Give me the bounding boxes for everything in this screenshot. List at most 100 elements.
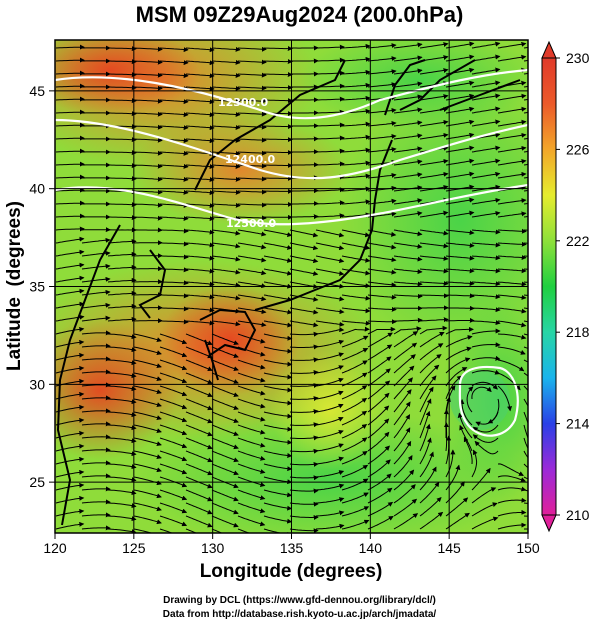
streamline [108,46,137,52]
streamline [497,385,513,412]
streamline [237,372,266,383]
streamline [55,44,85,50]
streamline [393,68,423,75]
streamline [211,176,241,182]
streamline [55,417,85,426]
streamline [367,242,397,250]
streamline [107,502,137,509]
streamline [289,409,319,415]
streamline [290,201,319,206]
streamline [237,72,267,78]
streamline [211,411,239,424]
streamline [419,171,449,179]
x-axis: 120 125 130 135 140 145 150 [43,533,540,556]
streamline [81,395,111,401]
streamline [289,242,319,251]
streamline [185,398,213,411]
streamline [185,99,215,105]
streamline [367,306,397,312]
streamline [497,346,526,355]
streamline [211,72,241,78]
streamline [445,242,475,248]
streamline [159,515,188,527]
streamline [185,203,215,209]
streamline [367,326,396,335]
streamline [211,346,239,359]
streamline [419,331,445,348]
streamline [446,305,475,311]
streamline [185,242,215,248]
streamline [393,242,423,249]
streamline [471,320,501,326]
streamline [419,242,449,249]
streamline [263,45,293,51]
streamline [419,386,434,413]
streamline [81,525,111,531]
streamline [393,469,415,491]
streamline [445,229,475,236]
streamline [108,59,137,65]
streamline [367,43,397,49]
streamline [107,346,137,353]
streamline [108,150,137,156]
streamline [55,391,85,400]
streamline [263,176,293,181]
streamline [107,385,137,392]
streamline [237,189,267,195]
streamline [419,375,437,400]
streamline [471,381,498,390]
streamline [185,411,213,424]
streamline [471,41,501,49]
streamline [81,250,111,257]
streamline [341,82,371,88]
streamline [159,176,189,182]
streamline [133,215,163,221]
streamline [237,307,267,315]
streamline [315,339,345,348]
streamline [289,422,319,428]
streamline [289,255,319,264]
streamline [341,294,371,301]
streamline [367,198,397,205]
streamline [211,294,241,301]
y-tick-label: 45 [29,83,45,99]
streamline [159,47,189,53]
streamline [237,46,267,52]
streamline [55,161,85,167]
streamline [237,215,267,221]
streamline [263,463,293,472]
streamline [341,348,369,361]
streamline [159,424,188,436]
streamline [185,320,215,326]
streamline [393,133,423,140]
streamline [289,307,319,315]
streamline [263,98,293,104]
streamline [367,69,397,75]
streamline [474,440,499,455]
streamline [185,463,213,476]
streamline [315,365,344,374]
streamline [419,511,444,530]
streamline [81,460,111,466]
streamline [393,440,412,465]
streamline [289,370,319,376]
streamline [55,262,85,270]
streamline [289,488,319,494]
streamline [211,450,239,463]
streamline [263,385,293,393]
streamline [471,229,501,235]
x-axis-label: Longitude (degrees) [200,561,383,582]
streamline [471,342,501,348]
streamline [523,385,528,392]
streamline [419,410,431,439]
streamline [497,93,527,101]
streamline [263,450,293,458]
streamline [471,307,501,313]
streamline [263,163,293,168]
streamline [393,331,419,348]
streamline [419,280,449,286]
streamline [393,293,423,299]
streamline [55,352,85,361]
streamline [445,93,475,101]
